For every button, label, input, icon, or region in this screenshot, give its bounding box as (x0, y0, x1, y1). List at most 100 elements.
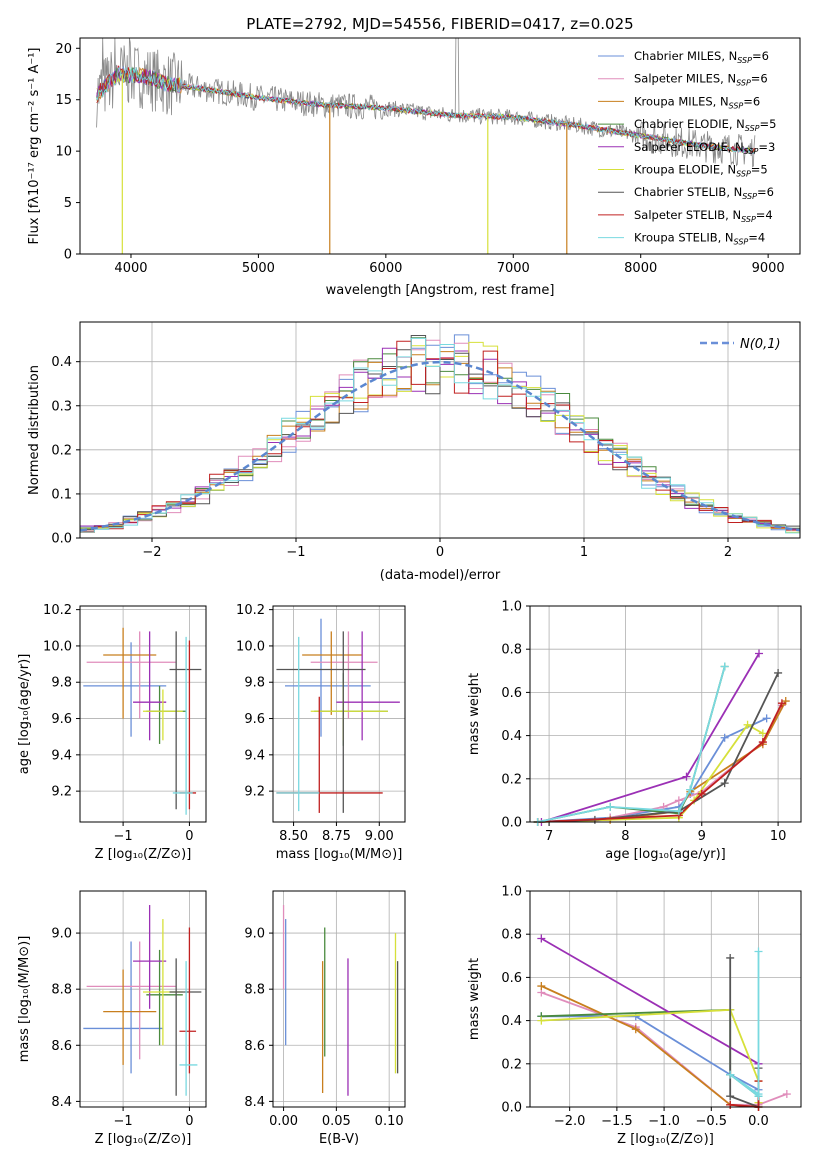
weight-marker (782, 1090, 791, 1099)
ytick-label: 0.4 (501, 1014, 522, 1029)
ytick-label: 0.2 (501, 772, 522, 787)
weight-marker (720, 779, 729, 788)
weight-marker (537, 934, 546, 943)
weight-marker (726, 953, 735, 962)
ytick-label: 8.4 (51, 1095, 72, 1110)
spectrum-xtick-label: 9000 (752, 261, 785, 276)
weight-series-line (537, 700, 787, 823)
histogram-ytick-label: 0.0 (51, 532, 72, 547)
weight-series-line (537, 702, 783, 823)
ytick-label: 8.6 (51, 1039, 72, 1054)
panel-ylabel: mass weight (467, 958, 482, 1040)
ytick-label: 0.6 (501, 971, 522, 986)
ytick-label: 0.0 (501, 816, 522, 831)
spectrum-legend-label: Salpeter STELIB, NSSP=4 (634, 208, 773, 224)
xtick-label: 9 (698, 829, 706, 844)
histogram-legend-label: N(0,1) (740, 337, 781, 352)
histogram-xtick-label: 1 (580, 545, 588, 560)
weight-marker (606, 802, 615, 811)
spectrum-legend-label: Chabrier MILES, NSSP=6 (634, 49, 769, 65)
histogram-series (80, 337, 800, 534)
weight-marker (726, 1100, 735, 1109)
weight-marker (537, 1016, 546, 1025)
panel-frame (272, 890, 406, 1108)
weight-marker (674, 807, 683, 816)
weight-marker (777, 699, 786, 708)
spectrum-ytick-label: 10 (55, 145, 72, 160)
histogram-ytick-label: 0.2 (51, 443, 72, 458)
panel-frame (272, 605, 406, 823)
panel-ylabel: mass weight (467, 673, 482, 755)
panel-frame (79, 605, 207, 823)
spectrum-frame (79, 37, 801, 255)
spectrum-panel: PLATE=2792, MJD=54556, FIBERID=0417, z=0… (27, 15, 801, 298)
ytick-label: 9.6 (51, 712, 72, 727)
histogram-series (80, 335, 800, 531)
xtick-label: −1.0 (648, 1114, 680, 1129)
spectrum-xtick-label: 7000 (497, 261, 530, 276)
weight-series-line (537, 672, 779, 823)
ytick-label: 1.0 (501, 600, 522, 615)
ytick-label: 9.8 (244, 676, 265, 691)
weight-marker (674, 796, 683, 805)
weight-series-line (541, 1015, 759, 1091)
weight-series-line (540, 937, 759, 1065)
weight-marker (726, 1092, 735, 1101)
weight-marker (537, 982, 546, 991)
ytick-label: 0.4 (501, 729, 522, 744)
xtick-label: 7 (545, 829, 553, 844)
ytick-label: 8.8 (244, 983, 265, 998)
ytick-label: 9.2 (51, 785, 72, 800)
spectrum-legend-label: Kroupa ELODIE, NSSP=5 (634, 163, 768, 179)
weight-marker (720, 733, 729, 742)
ytick-label: 0.8 (501, 928, 522, 943)
panel-xlabel: Z [log₁₀(Z/Z⊙)] (95, 1132, 192, 1147)
spectrum-xtick-label: 4000 (114, 261, 147, 276)
weight-marker (697, 789, 706, 798)
panel-frame (529, 605, 802, 823)
xtick-label: 10 (770, 829, 787, 844)
spectrum-legend-label: Salpeter ELODIE, NSSP=3 (634, 140, 775, 156)
xtick-label: 0.0 (748, 1114, 769, 1129)
ytick-label: 9.2 (244, 785, 265, 800)
xtick-label: −0.5 (696, 1114, 728, 1129)
spectrum-legend-label: Kroupa STELIB, NSSP=4 (634, 231, 765, 247)
weight-marker (686, 785, 695, 794)
ytick-label: 0.2 (501, 1057, 522, 1072)
xtick-label: 8 (621, 829, 629, 844)
panel-ylabel: mass [log₁₀(M/M⊙)] (17, 936, 32, 1063)
xtick-label: −1.5 (601, 1114, 633, 1129)
histogram-ylabel: Normed distribution (27, 365, 42, 495)
spectrum-legend-label: Chabrier STELIB, NSSP=6 (634, 185, 774, 201)
ytick-label: 10.2 (236, 603, 265, 618)
xtick-label: 0 (185, 1114, 193, 1129)
histogram-ytick-label: 0.1 (51, 487, 72, 502)
spectrum-xtick-label: 6000 (369, 261, 402, 276)
mass-vs-ebv-panel: 0.00 0.05 0.10 8.4 8.6 8.8 9.0 E(B-V) (244, 890, 406, 1147)
spectrum-xlabel: wavelength [Angstrom, rest frame] (326, 283, 555, 298)
weight-series-line (729, 951, 760, 1097)
ytick-label: 9.4 (244, 748, 265, 763)
weight-vs-z-panel: −2.0 −1.5 −1.0 −0.5 0.0 0.0 0.2 0.4 0.6 0.8 1.0 Z [… (467, 885, 802, 1147)
weight-marker (754, 947, 763, 956)
ytick-label: 0.8 (501, 643, 522, 658)
xtick-label: −2.0 (554, 1114, 586, 1129)
ytick-label: 9.8 (51, 676, 72, 691)
spectrum-ytick-label: 5 (64, 196, 72, 211)
histogram-legend: N(0,1) (700, 337, 781, 352)
spectrum-xtick-label: 8000 (624, 261, 657, 276)
mass-vs-z-panel: −1 0 8.4 8.6 8.8 9.0 Z [log₁₀(Z/Z⊙)] mass [log₁… (17, 890, 207, 1147)
ytick-label: 10.0 (43, 639, 72, 654)
weight-marker (631, 1025, 640, 1034)
xtick-label: −1 (114, 829, 133, 844)
weight-series-line (541, 1008, 760, 1097)
ytick-label: 10.2 (43, 603, 72, 618)
spectrum-legend-label: Chabrier ELODIE, NSSP=5 (634, 117, 776, 133)
xtick-label: 9.00 (365, 829, 394, 844)
xtick-label: 0.10 (375, 1114, 404, 1129)
spectrum-ytick-label: 20 (55, 42, 72, 57)
panel-ylabel: age [log₁₀(age/yr)] (17, 654, 32, 775)
spectrum-legend: Chabrier MILES, NSSP=6 Salpeter MILES, NS… (598, 49, 776, 247)
panel-xlabel: mass [log₁₀(M/M⊙)] (276, 847, 403, 862)
age-vs-z-panel: −1 0 9.2 9.4 9.6 9.8 10.0 10.2 Z [log₁₀(Z/Z⊙)] ag… (17, 603, 207, 862)
